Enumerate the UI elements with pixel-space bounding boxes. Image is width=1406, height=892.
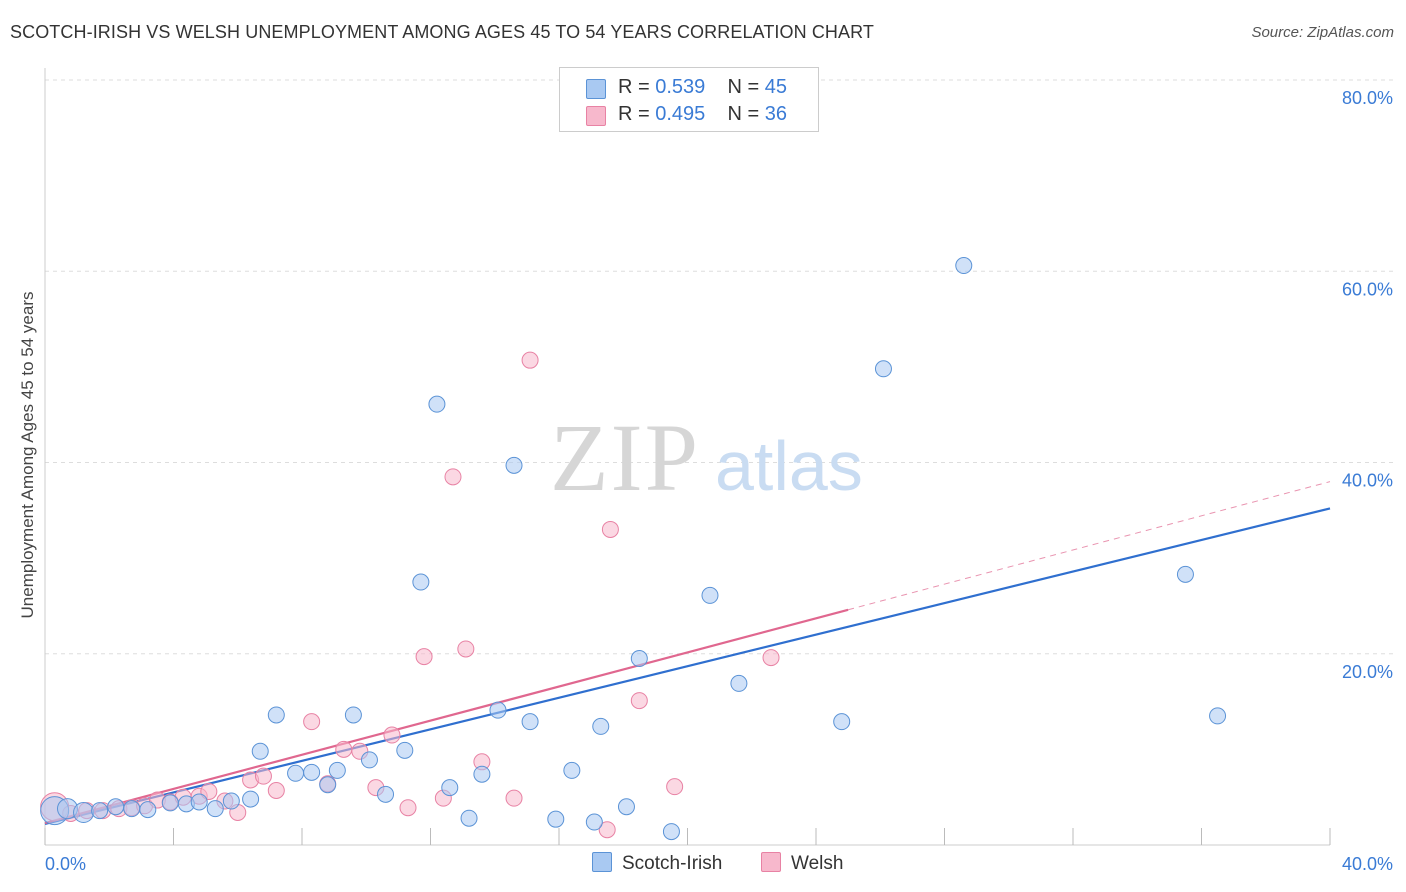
scotch-irish-point: [91, 802, 109, 820]
welsh-trendline: [44, 608, 849, 825]
watermark-zip: ZIP: [550, 404, 700, 511]
y-tick-label: 40.0%: [1342, 471, 1393, 491]
scotch-irish-point: [592, 717, 610, 735]
welsh-point: [200, 782, 218, 800]
scotch-irish-point: [344, 706, 362, 724]
scotch-irish-point: [617, 798, 635, 816]
bottom-legend-scotch-irish: Scotch-Irish: [592, 852, 722, 875]
scotch-irish-point: [489, 701, 507, 719]
scotch-irish-point: [267, 706, 285, 724]
legend-r-label: R =: [618, 76, 650, 98]
scotch-irish-point: [547, 810, 565, 828]
scotch-irish-point: [1176, 565, 1194, 583]
x-tick-label: 40.0%: [1342, 854, 1393, 874]
scotch-irish-point: [303, 763, 321, 781]
scotch-irish-point: [222, 792, 240, 810]
welsh-point: [521, 351, 539, 369]
welsh-point: [267, 781, 285, 799]
welsh-point: [399, 799, 417, 817]
welsh-point: [630, 692, 648, 710]
y-tick-label: 80.0%: [1342, 88, 1393, 108]
welsh-point: [598, 821, 616, 839]
welsh-point: [415, 648, 433, 666]
welsh-point: [335, 740, 353, 758]
y-tick-label: 60.0%: [1342, 279, 1393, 299]
y-tick-label: 20.0%: [1342, 662, 1393, 682]
scotch-irish-point: [412, 573, 430, 591]
scotch-irish-point: [874, 360, 892, 378]
scotch-irish-point: [242, 790, 260, 808]
welsh-trendline-extension: [847, 481, 1331, 611]
bottom-legend-label: Welsh: [791, 853, 844, 874]
bottom-legend-welsh: Welsh: [761, 852, 843, 875]
x-tick-label: 0.0%: [45, 854, 86, 874]
correlation-legend: R = 0.539 N = 45 R = 0.495 N = 36: [559, 67, 819, 132]
welsh-point: [457, 640, 475, 658]
scotch-irish-trendline: [44, 507, 1331, 826]
scotch-irish-point: [107, 798, 125, 816]
scotch-irish-point: [206, 800, 224, 818]
legend-r-label: R =: [618, 103, 650, 125]
trendlines: [44, 481, 1331, 826]
welsh-legend-swatch: [761, 852, 781, 872]
scotch-irish-point: [521, 713, 539, 731]
scotch-irish-point: [833, 713, 851, 731]
welsh-point: [762, 649, 780, 667]
watermark: ZIP atlas: [550, 404, 863, 511]
grid-lines: [45, 79, 1395, 655]
tick-labels: 20.0% 40.0% 60.0% 80.0% 0.0% 40.0%: [45, 88, 1393, 874]
scotch-irish-point: [123, 800, 141, 818]
scotch-irish-point: [1209, 707, 1227, 725]
scotch-irish-point: [585, 813, 603, 831]
scotch-irish-point: [460, 809, 478, 827]
scotch-irish-point: [563, 761, 581, 779]
legend-n-label: N =: [727, 103, 760, 125]
legend-n-value-welsh: 36: [764, 103, 788, 125]
legend-n-label: N =: [727, 76, 760, 98]
data-points: [40, 257, 1227, 841]
welsh-point: [505, 789, 523, 807]
legend-r-value-welsh: 0.495: [655, 103, 706, 125]
scotch-irish-point: [630, 650, 648, 668]
scotch-irish-point: [428, 395, 446, 413]
scotch-irish-point: [396, 741, 414, 759]
legend-n-value-scotch-irish: 45: [764, 76, 788, 98]
scotch-irish-point: [473, 765, 491, 783]
source-label: Source: ZipAtlas.com: [1251, 24, 1394, 41]
scotch-irish-swatch: [586, 79, 606, 99]
axes: [44, 68, 1331, 846]
scotch-irish-point: [287, 764, 305, 782]
scotch-irish-point: [662, 823, 680, 841]
welsh-point: [254, 767, 272, 785]
scotch-irish-legend-swatch: [592, 852, 612, 872]
scotch-irish-point: [190, 793, 208, 811]
bottom-legend-label: Scotch-Irish: [622, 853, 723, 874]
welsh-point: [303, 713, 321, 731]
scotch-irish-point: [701, 586, 719, 604]
welsh-point: [601, 520, 619, 538]
scotch-irish-point: [161, 794, 179, 812]
legend-r-value-scotch-irish: 0.539: [655, 76, 706, 98]
welsh-point: [666, 778, 684, 796]
welsh-point: [444, 468, 462, 486]
scotch-irish-point: [955, 257, 973, 275]
scotch-irish-point: [730, 674, 748, 692]
welsh-swatch: [586, 106, 606, 126]
scotch-irish-point: [251, 742, 269, 760]
scotch-irish-point: [505, 456, 523, 474]
scotch-irish-point: [139, 801, 157, 819]
scotch-irish-point: [360, 751, 378, 769]
chart-title: SCOTCH-IRISH VS WELSH UNEMPLOYMENT AMONG…: [10, 22, 874, 42]
scotch-irish-point: [73, 801, 95, 823]
welsh-point: [383, 726, 401, 744]
scotch-irish-point: [377, 785, 395, 803]
scotch-irish-point: [441, 779, 459, 797]
scotch-irish-point: [319, 776, 337, 794]
watermark-atlas: atlas: [715, 427, 863, 505]
scotch-irish-point: [328, 761, 346, 779]
